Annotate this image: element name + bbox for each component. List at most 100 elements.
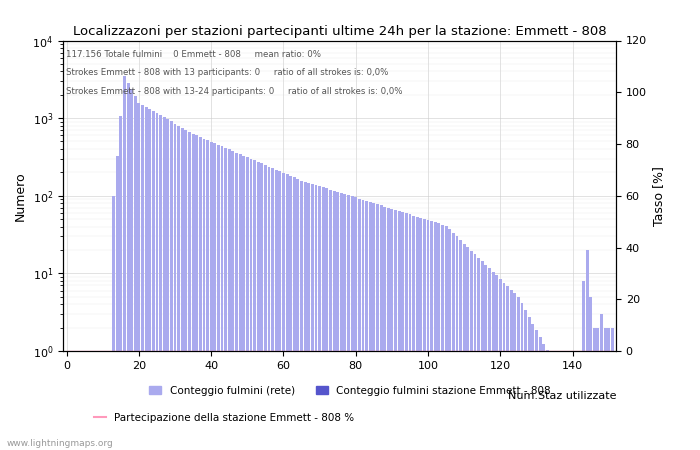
Bar	[253, 160, 256, 450]
Bar	[141, 105, 144, 450]
Partecipazione della stazione Emmett - 808 %	[80, 348, 89, 354]
Bar	[463, 243, 466, 450]
Bar	[289, 176, 292, 450]
Bar	[123, 76, 126, 450]
Bar	[217, 145, 220, 450]
Bar	[434, 222, 437, 450]
Partecipazione della stazione Emmett - 808 %	[608, 348, 617, 354]
Bar	[477, 258, 480, 450]
Bar	[271, 168, 274, 450]
Bar	[398, 211, 400, 450]
Bar	[344, 194, 346, 450]
Bar	[524, 310, 527, 450]
Bar	[553, 351, 556, 450]
Bar	[474, 254, 477, 450]
Bar	[582, 281, 585, 450]
Bar	[372, 203, 375, 450]
Bar	[369, 202, 372, 450]
Bar	[199, 137, 202, 450]
Bar	[235, 153, 238, 450]
Bar	[297, 179, 300, 450]
Bar	[535, 330, 538, 450]
Bar	[506, 286, 509, 450]
Partecipazione della stazione Emmett - 808 %	[251, 348, 259, 354]
Bar	[419, 218, 422, 450]
Bar	[224, 148, 227, 450]
Bar	[444, 226, 447, 450]
Bar	[257, 162, 260, 450]
Bar	[177, 126, 180, 450]
Bar	[596, 328, 599, 450]
Bar	[314, 185, 318, 450]
Bar	[202, 139, 205, 450]
Bar	[167, 119, 169, 450]
Text: 117.156 Totale fulmini    0 Emmett - 808     mean ratio: 0%: 117.156 Totale fulmini 0 Emmett - 808 me…	[66, 50, 321, 59]
Bar	[130, 89, 133, 450]
Bar	[441, 225, 444, 450]
Bar	[340, 193, 343, 450]
Bar	[593, 328, 596, 450]
Bar	[336, 192, 339, 450]
Bar	[318, 186, 321, 450]
Bar	[376, 204, 379, 450]
Bar	[279, 171, 281, 450]
Bar	[174, 123, 176, 450]
Bar	[137, 103, 140, 450]
Partecipazione della stazione Emmett - 808 %	[428, 348, 436, 354]
Bar	[246, 157, 248, 450]
Bar	[181, 128, 183, 450]
Bar	[170, 122, 173, 450]
Legend: Partecipazione della stazione Emmett - 808 %: Partecipazione della stazione Emmett - 8…	[90, 409, 358, 427]
Bar	[608, 328, 610, 450]
Bar	[354, 198, 357, 450]
Bar	[600, 314, 603, 450]
Bar	[430, 221, 433, 450]
Bar	[513, 293, 516, 450]
Bar	[481, 261, 484, 450]
Bar	[365, 201, 368, 450]
Bar	[307, 183, 310, 450]
Bar	[528, 317, 531, 450]
Bar	[456, 236, 458, 450]
Y-axis label: Tasso [%]: Tasso [%]	[652, 166, 666, 226]
Bar	[452, 233, 455, 450]
Bar	[239, 154, 241, 450]
Text: Strokes Emmett - 808 with 13-24 participants: 0     ratio of all strokes is: 0,0: Strokes Emmett - 808 with 13-24 particip…	[66, 87, 402, 96]
Bar	[459, 240, 462, 450]
Bar	[416, 217, 419, 450]
Bar	[589, 297, 592, 450]
Bar	[571, 351, 574, 450]
Legend: Conteggio fulmini (rete), Conteggio fulmini stazione Emmett - 808: Conteggio fulmini (rete), Conteggio fulm…	[145, 382, 555, 400]
Bar	[603, 328, 607, 450]
Bar	[134, 96, 136, 450]
Bar	[546, 350, 549, 450]
Bar	[351, 196, 354, 450]
Bar	[214, 143, 216, 450]
Bar	[496, 275, 498, 450]
Bar	[116, 156, 119, 450]
Bar	[242, 156, 245, 450]
Bar	[517, 297, 520, 450]
Bar	[611, 328, 614, 450]
Bar	[379, 205, 382, 450]
Bar	[192, 134, 195, 450]
Bar	[542, 344, 545, 450]
Bar	[361, 200, 365, 450]
Bar	[264, 165, 267, 450]
Bar	[155, 113, 158, 450]
Bar	[282, 173, 285, 450]
Bar	[409, 215, 412, 450]
Bar	[326, 189, 328, 450]
Bar	[322, 187, 325, 450]
Bar	[293, 177, 296, 450]
Bar	[358, 198, 360, 450]
Bar	[586, 250, 589, 450]
Bar	[145, 107, 148, 450]
Bar	[510, 290, 512, 450]
Partecipazione della stazione Emmett - 808 %	[146, 348, 154, 354]
Bar	[438, 224, 440, 450]
Bar	[195, 135, 198, 450]
Bar	[488, 268, 491, 450]
Bar	[347, 195, 350, 450]
Text: www.lightningmaps.org: www.lightningmaps.org	[7, 439, 113, 448]
